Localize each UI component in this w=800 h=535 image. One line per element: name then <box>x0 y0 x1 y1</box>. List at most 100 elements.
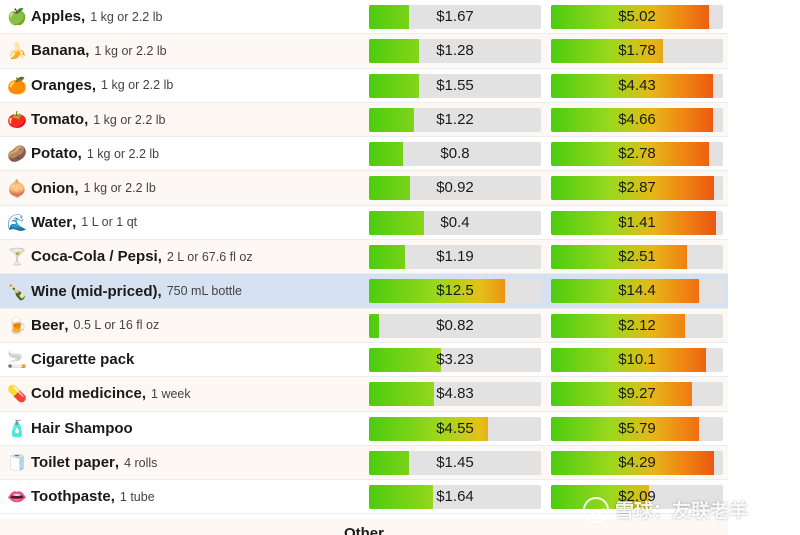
item-name-separator: , <box>84 111 89 129</box>
item-cell: 🧴 Hair Shampoo <box>7 412 362 445</box>
item-name-separator: , <box>77 145 82 163</box>
price-bar-fill <box>369 142 404 167</box>
price-value: $2.78 <box>618 145 656 163</box>
item-name-separator: , <box>91 76 97 94</box>
price-value: $4.66 <box>618 110 656 128</box>
table-row[interactable]: 🥔 Potato, 1 kg or 2.2 lb $0.8 $2.78 <box>0 137 728 172</box>
price-bar-compare: $10.1 <box>551 347 723 372</box>
table-row[interactable]: 🍊 Oranges, 1 kg or 2.2 lb $1.55 $4.43 <box>0 68 728 103</box>
price-value: $3.23 <box>436 350 474 368</box>
price-bar-fill <box>551 73 713 98</box>
price-bar-compare: $2.51 <box>551 245 723 270</box>
item-quantity: 1 week <box>151 386 191 401</box>
item-name-separator: , <box>85 42 90 60</box>
table-row[interactable]: 🌊 Water, 1 L or 1 qt $0.4 $1.41 <box>0 205 728 241</box>
price-bar-fill <box>551 313 686 338</box>
item-name: Wine (mid-priced) <box>31 282 158 300</box>
item-cell: 🚬 Cigarette pack <box>7 343 362 376</box>
price-value: $5.02 <box>618 8 656 25</box>
price-comparison-table: 🍏 Apples, 1 kg or 2.2 lb $1.67 $5.02 🍌 Banana,… <box>0 0 728 515</box>
beer-mug-icon: 🍺 <box>7 315 27 335</box>
item-cell: 🧅 Onion, 1 kg or 2.2 lb <box>7 171 362 204</box>
price-bar-compare: $4.43 <box>551 73 723 98</box>
item-cell: 🍅 Tomato, 1 kg or 2.2 lb <box>7 103 362 136</box>
price-bar-compare: $5.79 <box>551 416 723 441</box>
price-value: $10.1 <box>618 350 656 368</box>
price-bar-fill <box>551 279 699 304</box>
item-name: Beer <box>31 316 65 334</box>
item-cell: 🍊 Oranges, 1 kg or 2.2 lb <box>7 69 362 102</box>
item-quantity: 1 L or 1 qt <box>81 215 138 230</box>
price-bar-local: $1.28 <box>369 39 541 64</box>
price-bar-compare: $2.87 <box>551 176 723 201</box>
item-name: Toilet paper <box>31 454 115 471</box>
item-quantity: 2 L or 67.6 fl oz <box>166 249 253 264</box>
price-bar-compare: $1.41 <box>551 210 723 235</box>
price-bar-local: $0.82 <box>369 313 541 338</box>
price-value: $12.5 <box>436 282 474 300</box>
table-row[interactable]: 🍅 Tomato, 1 kg or 2.2 lb $1.22 $4.66 <box>0 102 728 138</box>
table-row[interactable]: 🚬 Cigarette pack $3.23 $10.1 <box>0 342 728 378</box>
water-wave-icon: 🌊 <box>7 212 27 232</box>
price-bar-fill <box>369 176 411 201</box>
table-row[interactable]: 💊 Cold medicince, 1 week $4.83 $9.27 <box>0 377 728 412</box>
table-row[interactable]: 🍏 Apples, 1 kg or 2.2 lb $1.67 $5.02 <box>0 0 728 35</box>
price-bar-compare: $4.29 <box>551 450 723 475</box>
price-bar-fill <box>551 450 715 475</box>
price-bar-fill <box>369 73 419 98</box>
item-name-separator: , <box>81 8 86 26</box>
price-bar-fill <box>369 39 419 64</box>
item-cell: 🍏 Apples, 1 kg or 2.2 lb <box>7 0 362 33</box>
item-name: Cold medicince <box>31 385 142 403</box>
price-value: $4.83 <box>436 385 474 403</box>
table-row[interactable]: 🍸 Coca-Cola / Pepsi, 2 L or 67.6 fl oz $1.1… <box>0 240 728 275</box>
table-row[interactable]: 🧴 Hair Shampoo $4.55 $5.79 <box>0 411 728 446</box>
table-row[interactable]: 🧅 Onion, 1 kg or 2.2 lb $0.92 $2.87 <box>0 171 728 206</box>
item-name: Onion <box>31 179 75 197</box>
item-name: Apples <box>31 8 82 26</box>
watermark-text: 雪球：友联老羊 <box>615 501 749 522</box>
item-name-separator: , <box>141 385 147 403</box>
item-name-separator: , <box>72 213 77 231</box>
price-value: $2.51 <box>618 248 656 266</box>
item-quantity: 1 kg or 2.2 lb <box>83 181 156 196</box>
item-name-separator: , <box>74 179 79 197</box>
lotion-bottle-icon: 🧴 <box>7 418 27 438</box>
item-quantity: 1 kg or 2.2 lb <box>93 112 166 127</box>
price-bar-fill <box>369 5 409 29</box>
table-row[interactable]: 🧻 Toilet paper, 4 rolls $1.45 $4.29 <box>0 445 728 481</box>
onion-icon: 🧅 <box>7 178 27 198</box>
price-bar-fill <box>551 210 717 235</box>
price-value: $1.28 <box>436 42 474 60</box>
price-value: $2.87 <box>618 179 656 197</box>
price-value: $1.55 <box>436 76 474 94</box>
table-row[interactable]: 🍌 Banana, 1 kg or 2.2 lb $1.28 $1.78 <box>0 34 728 69</box>
item-name-separator: , <box>157 282 162 300</box>
price-value: $1.64 <box>436 488 474 506</box>
item-name: Toothpaste <box>31 488 111 506</box>
price-bar-fill <box>551 416 699 441</box>
price-value: $1.78 <box>618 42 656 60</box>
price-bar-fill <box>551 176 715 201</box>
table-row[interactable]: 🍺 Beer, 0.5 L or 16 fl oz $0.82 $2.12 <box>0 308 728 343</box>
price-bar-fill <box>551 347 706 372</box>
price-bar-fill <box>551 39 663 64</box>
price-value: $2.09 <box>618 488 656 506</box>
item-name: Hair Shampoo <box>31 419 133 437</box>
price-bar-fill <box>369 279 505 304</box>
price-bar-fill <box>551 5 710 29</box>
price-bar-local: $4.83 <box>369 382 541 407</box>
wine-bottle-icon: 🍾 <box>7 281 27 301</box>
item-name: Potato <box>31 145 78 163</box>
item-quantity: 4 rolls <box>124 455 158 470</box>
price-bar-local: $1.22 <box>369 107 541 132</box>
table-row[interactable]: 🍾 Wine (mid-priced), 750 mL bottle $12.5 $14… <box>0 274 728 309</box>
price-bar-local: $12.5 <box>369 279 541 304</box>
price-bar-local: $1.67 <box>369 5 541 29</box>
price-value: $1.45 <box>436 453 474 471</box>
price-value: $14.4 <box>618 282 656 300</box>
pill-icon: 💊 <box>7 384 27 404</box>
price-bar-local: $1.19 <box>369 245 541 270</box>
price-bar-compare: $14.4 <box>551 279 723 304</box>
price-value: $2.12 <box>618 316 656 334</box>
